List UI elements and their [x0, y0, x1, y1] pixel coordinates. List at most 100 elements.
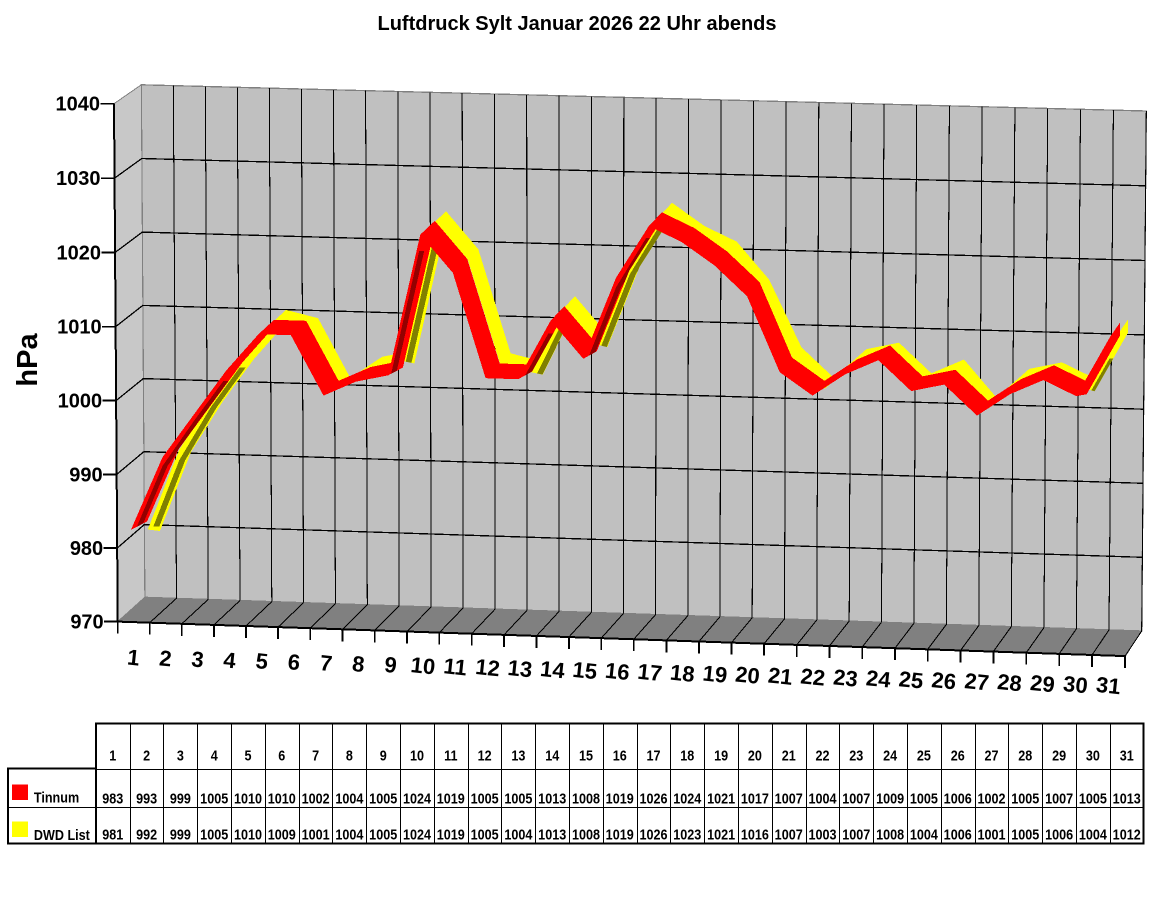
svg-text:10: 10 [410, 652, 437, 679]
svg-text:1005: 1005 [1079, 789, 1107, 806]
svg-text:1010: 1010 [57, 317, 102, 339]
svg-text:1021: 1021 [707, 825, 735, 842]
svg-text:5: 5 [254, 648, 269, 674]
svg-text:1004: 1004 [808, 789, 836, 806]
svg-text:25: 25 [898, 666, 925, 693]
svg-text:16: 16 [604, 658, 631, 685]
svg-text:1004: 1004 [335, 825, 363, 842]
svg-text:1002: 1002 [977, 789, 1005, 806]
svg-text:11: 11 [444, 746, 458, 763]
svg-text:18: 18 [669, 660, 696, 687]
svg-text:1: 1 [109, 746, 116, 763]
svg-text:1010: 1010 [268, 789, 296, 806]
svg-text:3: 3 [177, 746, 184, 763]
svg-text:1008: 1008 [876, 825, 904, 842]
svg-text:1007: 1007 [775, 825, 803, 842]
svg-text:1004: 1004 [504, 825, 532, 842]
svg-text:1008: 1008 [572, 825, 600, 842]
svg-text:1005: 1005 [910, 789, 938, 806]
svg-text:20: 20 [748, 746, 762, 763]
svg-text:1013: 1013 [538, 789, 566, 806]
svg-text:1001: 1001 [302, 825, 330, 842]
svg-text:15: 15 [579, 746, 593, 763]
svg-text:1019: 1019 [606, 825, 634, 842]
svg-text:22: 22 [799, 663, 826, 690]
svg-text:24: 24 [883, 746, 897, 763]
svg-text:15: 15 [571, 657, 598, 684]
svg-text:1009: 1009 [268, 825, 296, 842]
svg-text:13: 13 [507, 655, 534, 682]
svg-text:8: 8 [351, 651, 366, 677]
svg-text:30: 30 [1062, 671, 1089, 698]
svg-text:6: 6 [278, 746, 285, 763]
svg-text:1010: 1010 [234, 789, 262, 806]
svg-text:29: 29 [1052, 746, 1066, 763]
svg-text:1001: 1001 [977, 825, 1005, 842]
svg-text:1005: 1005 [369, 825, 397, 842]
svg-text:983: 983 [102, 789, 123, 806]
svg-text:1002: 1002 [302, 789, 330, 806]
svg-text:1005: 1005 [1011, 825, 1039, 842]
svg-text:4: 4 [222, 647, 238, 673]
svg-text:23: 23 [832, 664, 859, 691]
svg-text:1026: 1026 [639, 789, 667, 806]
svg-text:1007: 1007 [775, 789, 803, 806]
svg-text:1005: 1005 [1011, 789, 1039, 806]
svg-text:12: 12 [478, 746, 492, 763]
svg-text:1030: 1030 [56, 168, 101, 190]
svg-text:18: 18 [680, 746, 694, 763]
svg-text:26: 26 [951, 746, 965, 763]
svg-text:31: 31 [1120, 746, 1134, 763]
svg-text:1005: 1005 [200, 789, 228, 806]
svg-text:1007: 1007 [842, 825, 870, 842]
svg-text:25: 25 [917, 746, 931, 763]
svg-text:980: 980 [70, 538, 103, 560]
svg-text:1008: 1008 [572, 789, 600, 806]
svg-text:9: 9 [383, 652, 398, 678]
svg-text:1019: 1019 [437, 825, 465, 842]
svg-text:1006: 1006 [944, 789, 972, 806]
svg-text:990: 990 [69, 465, 102, 487]
svg-text:1026: 1026 [639, 825, 667, 842]
svg-text:1021: 1021 [707, 789, 735, 806]
svg-text:981: 981 [102, 825, 123, 842]
svg-text:6: 6 [287, 649, 302, 675]
svg-text:24: 24 [865, 665, 893, 693]
svg-text:29: 29 [1029, 670, 1056, 697]
svg-text:28: 28 [996, 669, 1023, 696]
svg-text:22: 22 [815, 746, 829, 763]
svg-text:31: 31 [1095, 672, 1122, 699]
svg-text:19: 19 [714, 746, 728, 763]
svg-text:7: 7 [312, 746, 319, 763]
svg-text:1006: 1006 [1045, 825, 1073, 842]
svg-text:1005: 1005 [200, 825, 228, 842]
svg-text:1019: 1019 [437, 789, 465, 806]
svg-text:1040: 1040 [56, 94, 101, 116]
svg-text:Tinnum: Tinnum [34, 788, 79, 805]
svg-text:1010: 1010 [234, 825, 262, 842]
svg-text:hPa: hPa [12, 333, 44, 387]
svg-text:27: 27 [984, 746, 998, 763]
svg-text:992: 992 [136, 825, 157, 842]
svg-text:23: 23 [849, 746, 863, 763]
svg-text:1012: 1012 [1113, 825, 1141, 842]
svg-text:1: 1 [126, 644, 141, 670]
svg-text:5: 5 [244, 746, 251, 763]
svg-text:12: 12 [474, 654, 501, 681]
svg-text:993: 993 [136, 789, 157, 806]
svg-text:1016: 1016 [741, 825, 769, 842]
svg-text:14: 14 [539, 656, 567, 684]
svg-text:1019: 1019 [606, 789, 634, 806]
svg-text:10: 10 [410, 746, 424, 763]
svg-text:1024: 1024 [403, 789, 431, 806]
svg-text:7: 7 [319, 650, 334, 676]
svg-text:1005: 1005 [504, 789, 532, 806]
svg-text:26: 26 [930, 667, 957, 694]
svg-text:11: 11 [442, 653, 468, 680]
svg-text:8: 8 [346, 746, 353, 763]
svg-text:1013: 1013 [538, 825, 566, 842]
svg-text:1005: 1005 [471, 825, 499, 842]
svg-text:28: 28 [1018, 746, 1032, 763]
svg-text:1007: 1007 [842, 789, 870, 806]
svg-text:1024: 1024 [403, 825, 431, 842]
